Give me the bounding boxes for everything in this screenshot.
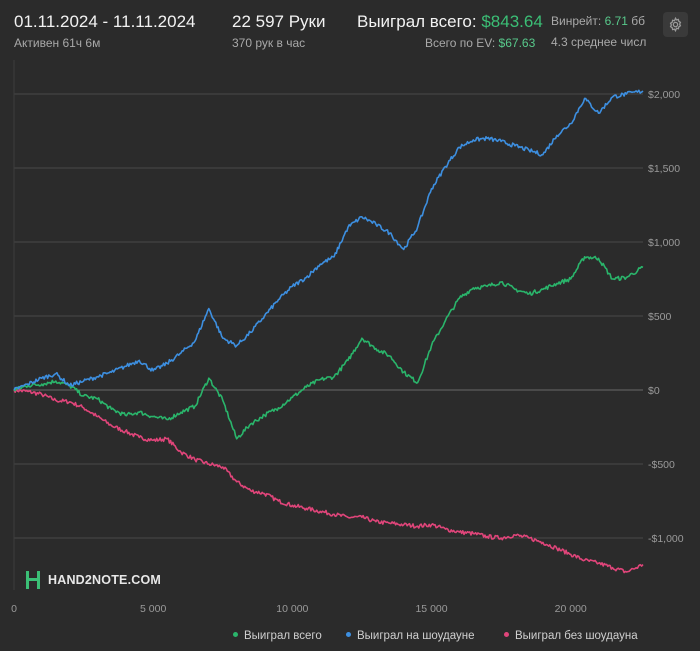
ev-total-value: $67.63 xyxy=(498,36,536,50)
non-showdown-line xyxy=(13,387,644,574)
won-total-line xyxy=(13,255,644,440)
legend-dot-showdown xyxy=(346,632,351,638)
settings-button[interactable] xyxy=(663,12,688,37)
legend-item-showdown[interactable]: Выиграл на шоудауне xyxy=(346,630,475,642)
legend-label-showdown: Выиграл на шоудауне xyxy=(357,630,475,642)
gear-icon xyxy=(669,17,682,32)
y-tick-label: $1,500 xyxy=(648,163,680,175)
active-time: Активен 61ч 6м xyxy=(14,36,101,50)
avg-stat: 4.3 среднее числ xyxy=(551,35,647,49)
y-axis-ticks: $2,000 $1,500 $1,000 $500 $0 -$500 -$1,000 xyxy=(648,89,684,545)
x-tick-label: 0 xyxy=(11,603,17,615)
winrate-unit: бб xyxy=(631,14,646,28)
winrate-label: Винрейт: xyxy=(551,14,602,28)
y-tick-label: -$500 xyxy=(648,459,675,471)
legend-label-non-showdown: Выиграл без шоудауна xyxy=(515,630,638,642)
hand2note-logo: HAND2NOTE.COM xyxy=(24,569,161,591)
x-axis-ticks: 0 5 000 10 000 15 000 20 000 xyxy=(11,603,587,615)
legend-dot-won-total xyxy=(233,632,238,638)
legend-item-non-showdown[interactable]: Выиграл без шоудауна xyxy=(504,630,638,642)
series-lines xyxy=(13,89,644,574)
profit-chart: $2,000 $1,500 $1,000 $500 $0 -$500 -$1,000 0 5 … xyxy=(11,60,684,615)
ev-total-label: Всего по EV: xyxy=(425,36,496,50)
date-range: 01.11.2024 - 11.11.2024 xyxy=(14,12,196,31)
showdown-line xyxy=(13,89,644,391)
x-tick-label: 5 000 xyxy=(140,603,166,615)
y-tick-label: $1,000 xyxy=(648,237,680,249)
logo-text: HAND2NOTE.COM xyxy=(48,573,162,587)
won-total-value: $843.64 xyxy=(481,12,543,31)
y-tick-label: $2,000 xyxy=(648,89,680,101)
chart-legend: Выиграл всего Выиграл на шоудауне Выигра… xyxy=(0,627,700,647)
stats-header: 01.11.2024 - 11.11.2024 Активен 61ч 6м 2… xyxy=(0,0,700,60)
winrate-value: 6.71 xyxy=(604,14,628,28)
won-total: Выиграл всего: $843.64 xyxy=(357,12,543,32)
y-tick-label: $500 xyxy=(648,311,672,323)
x-tick-label: 20 000 xyxy=(555,603,587,615)
y-tick-label: $0 xyxy=(648,385,660,397)
winrate: Винрейт: 6.71 бб xyxy=(551,14,651,28)
y-tick-label: -$1,000 xyxy=(648,533,684,545)
hands-count: 22 597 Руки xyxy=(232,12,326,31)
legend-dot-non-showdown xyxy=(504,632,509,638)
legend-label-won-total: Выиграл всего xyxy=(244,630,322,642)
x-tick-label: 15 000 xyxy=(415,603,447,615)
hands-per-hour: 370 рук в час xyxy=(232,36,306,50)
grid-lines xyxy=(13,60,643,590)
won-total-label: Выиграл всего: xyxy=(357,12,477,31)
hand2note-logo-icon xyxy=(26,571,40,589)
legend-item-won-total[interactable]: Выиграл всего xyxy=(233,630,322,642)
ev-total: Всего по EV: $67.63 xyxy=(425,36,535,50)
x-tick-label: 10 000 xyxy=(276,603,308,615)
